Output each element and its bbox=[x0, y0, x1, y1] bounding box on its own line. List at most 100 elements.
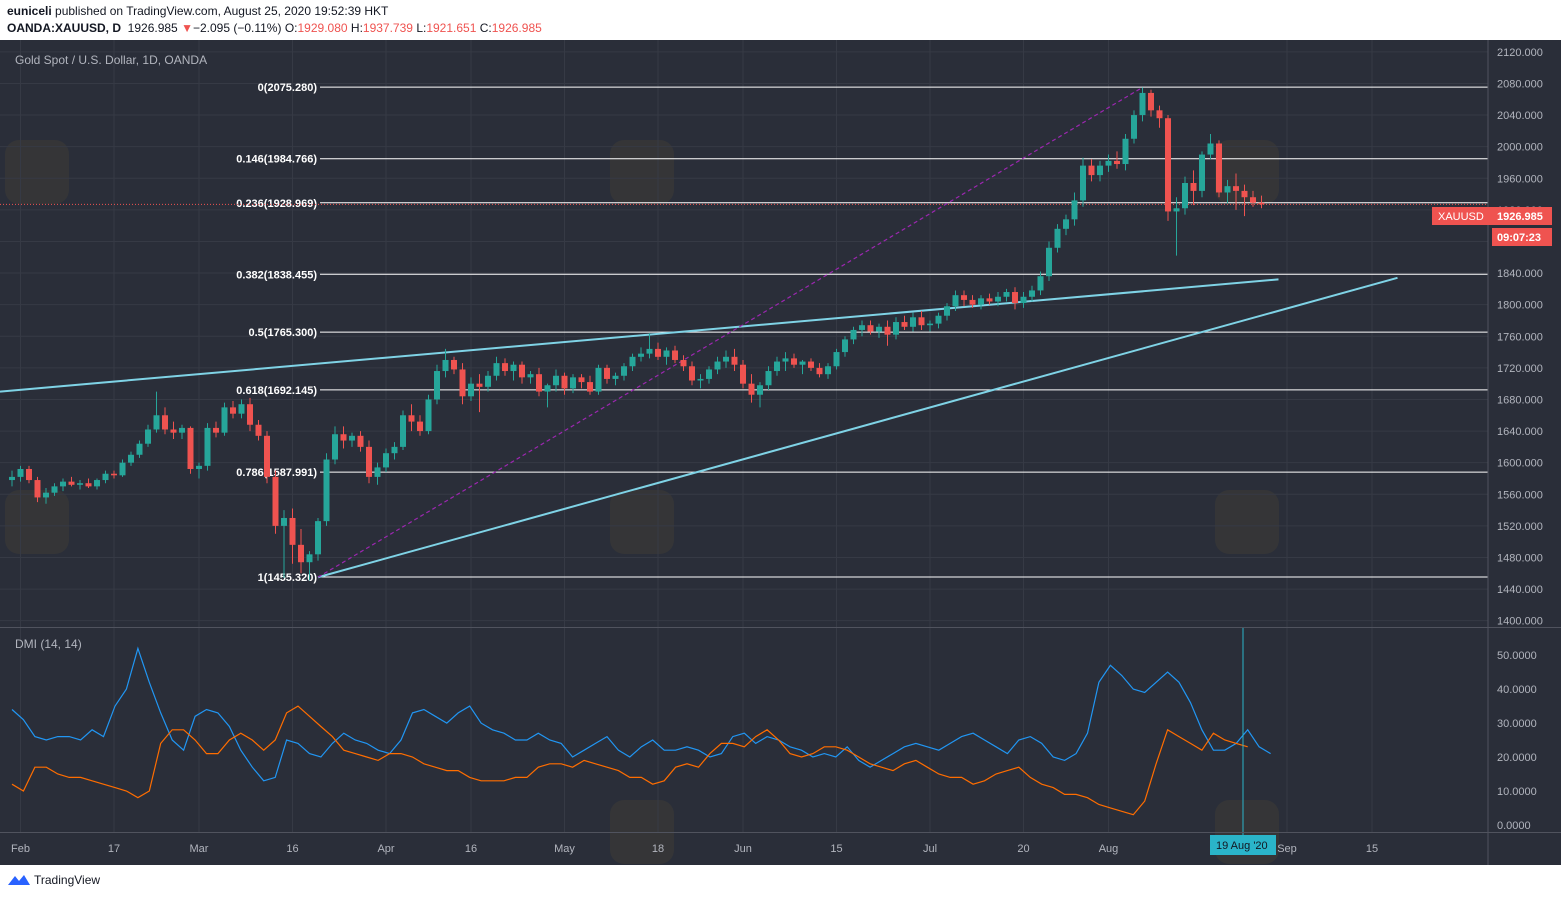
price-tick-label: 1560.000 bbox=[1497, 489, 1543, 501]
price-tag-symbol-bg bbox=[1432, 207, 1488, 225]
candle-body bbox=[442, 359, 449, 372]
candle-body bbox=[221, 407, 228, 433]
candle-body bbox=[323, 459, 330, 522]
candle-body bbox=[927, 323, 933, 326]
candle-body bbox=[1114, 160, 1120, 165]
candle-19 bbox=[170, 421, 177, 439]
candle-91 bbox=[782, 352, 789, 372]
candle-body bbox=[825, 366, 831, 375]
candle-123 bbox=[1054, 224, 1061, 253]
candle-1 bbox=[17, 465, 24, 482]
candle-body bbox=[757, 385, 763, 395]
candle-body bbox=[204, 427, 211, 466]
candle-94 bbox=[808, 358, 814, 372]
price-tick-label: 2080.000 bbox=[1497, 78, 1543, 90]
crosshair-date-bg bbox=[1210, 835, 1276, 855]
candle-body bbox=[1190, 182, 1197, 191]
candle-22 bbox=[196, 462, 202, 479]
candle-body bbox=[51, 486, 58, 493]
candle-body bbox=[952, 295, 959, 307]
candle-50 bbox=[434, 364, 440, 405]
candle-body bbox=[230, 407, 236, 414]
candle-body bbox=[1131, 115, 1137, 139]
grid-layer bbox=[0, 40, 1488, 832]
candle-body bbox=[315, 521, 321, 555]
time-tick-label: Jun bbox=[734, 843, 752, 855]
candle-body bbox=[935, 315, 942, 324]
dmi-tick-label: 40.0000 bbox=[1497, 684, 1537, 696]
time-tick-label: 15 bbox=[830, 843, 842, 855]
tradingview-logo-icon[interactable] bbox=[7, 872, 31, 888]
dmi-tick-label: 50.0000 bbox=[1497, 650, 1537, 662]
candle-4 bbox=[43, 487, 49, 504]
candle-129 bbox=[1105, 154, 1112, 172]
channel-lower-trendline bbox=[317, 276, 1398, 579]
candle-body bbox=[612, 375, 619, 379]
time-tick-label: 18 bbox=[652, 843, 664, 855]
candle-body bbox=[876, 326, 882, 332]
candle-121 bbox=[1037, 271, 1044, 296]
candle-41 bbox=[357, 431, 364, 452]
candle-body bbox=[60, 481, 66, 487]
candle-body bbox=[995, 296, 1001, 302]
candle-body bbox=[1139, 92, 1146, 116]
candle-body bbox=[816, 367, 823, 375]
tradingview-brand[interactable]: TradingView bbox=[34, 873, 101, 887]
chart-area[interactable]: 0(2075.280) 0.146(1984.766) 0.236(1928.969… bbox=[0, 40, 1561, 865]
publish-info: euniceli published on TradingView.com, A… bbox=[7, 4, 388, 18]
candle-70 bbox=[604, 364, 610, 384]
candle-body bbox=[723, 356, 729, 362]
fib-level-label: 0.5(1765.300) bbox=[249, 327, 318, 339]
candle-132 bbox=[1131, 110, 1137, 144]
candle-133 bbox=[1139, 87, 1146, 122]
price-tag: XAUUSD 1926.985 09:07:23 bbox=[1432, 207, 1552, 246]
candle-body bbox=[1105, 160, 1112, 166]
price-tick-label: 1400.000 bbox=[1497, 616, 1543, 628]
price-tick-label: 1440.000 bbox=[1497, 584, 1543, 596]
price-tick-label: 2120.000 bbox=[1497, 47, 1543, 59]
candle-137 bbox=[1173, 197, 1180, 256]
candle-body bbox=[272, 476, 279, 526]
price-tick-label: 1960.000 bbox=[1497, 173, 1543, 185]
price-tick-label: 1800.000 bbox=[1497, 300, 1543, 312]
candle-34 bbox=[298, 529, 304, 574]
candle-body bbox=[748, 383, 755, 395]
candle-7 bbox=[68, 476, 75, 487]
trendline-layer[interactable] bbox=[0, 86, 1398, 579]
price-tick-label: 1480.000 bbox=[1497, 552, 1543, 564]
candle-body bbox=[867, 325, 874, 332]
candle-108 bbox=[927, 320, 933, 332]
candle-body bbox=[859, 325, 865, 330]
candle-48 bbox=[417, 415, 423, 436]
candle-body bbox=[502, 363, 508, 372]
candle-body bbox=[986, 298, 993, 302]
candle-body bbox=[26, 468, 32, 481]
fib-retracement-layer[interactable]: 0(2075.280) 0.146(1984.766) 0.236(1928.969… bbox=[0, 82, 1488, 584]
candle-body bbox=[451, 359, 457, 370]
crosshair-date-text: 19 Aug '20 bbox=[1216, 840, 1268, 852]
candle-85 bbox=[731, 348, 738, 372]
candle-body bbox=[281, 517, 287, 526]
candle-body bbox=[646, 348, 653, 354]
candle-11 bbox=[102, 470, 109, 484]
candle-64 bbox=[553, 369, 559, 392]
candle-2 bbox=[26, 465, 32, 484]
candle-92 bbox=[791, 353, 797, 368]
dmi-tick-label: 0.0000 bbox=[1497, 820, 1531, 832]
candle-body bbox=[1088, 165, 1095, 176]
candle-body bbox=[740, 364, 746, 384]
author-name[interactable]: euniceli bbox=[7, 4, 52, 18]
low-value: 1921.651 bbox=[426, 21, 477, 35]
candle-135 bbox=[1156, 105, 1163, 128]
dmi-tick-label: 10.0000 bbox=[1497, 786, 1537, 798]
candle-body bbox=[1003, 292, 1010, 297]
candle-130 bbox=[1114, 151, 1120, 169]
candle-body bbox=[383, 453, 389, 468]
price-tick-label: 1720.000 bbox=[1497, 363, 1543, 375]
candle-102 bbox=[876, 323, 882, 338]
candle-124 bbox=[1063, 214, 1069, 236]
price-tag-countdown-bg bbox=[1492, 228, 1552, 246]
candle-body bbox=[1173, 208, 1180, 212]
chart-canvas[interactable]: 0(2075.280) 0.146(1984.766) 0.236(1928.969… bbox=[0, 40, 1561, 865]
candle-body bbox=[374, 467, 381, 477]
